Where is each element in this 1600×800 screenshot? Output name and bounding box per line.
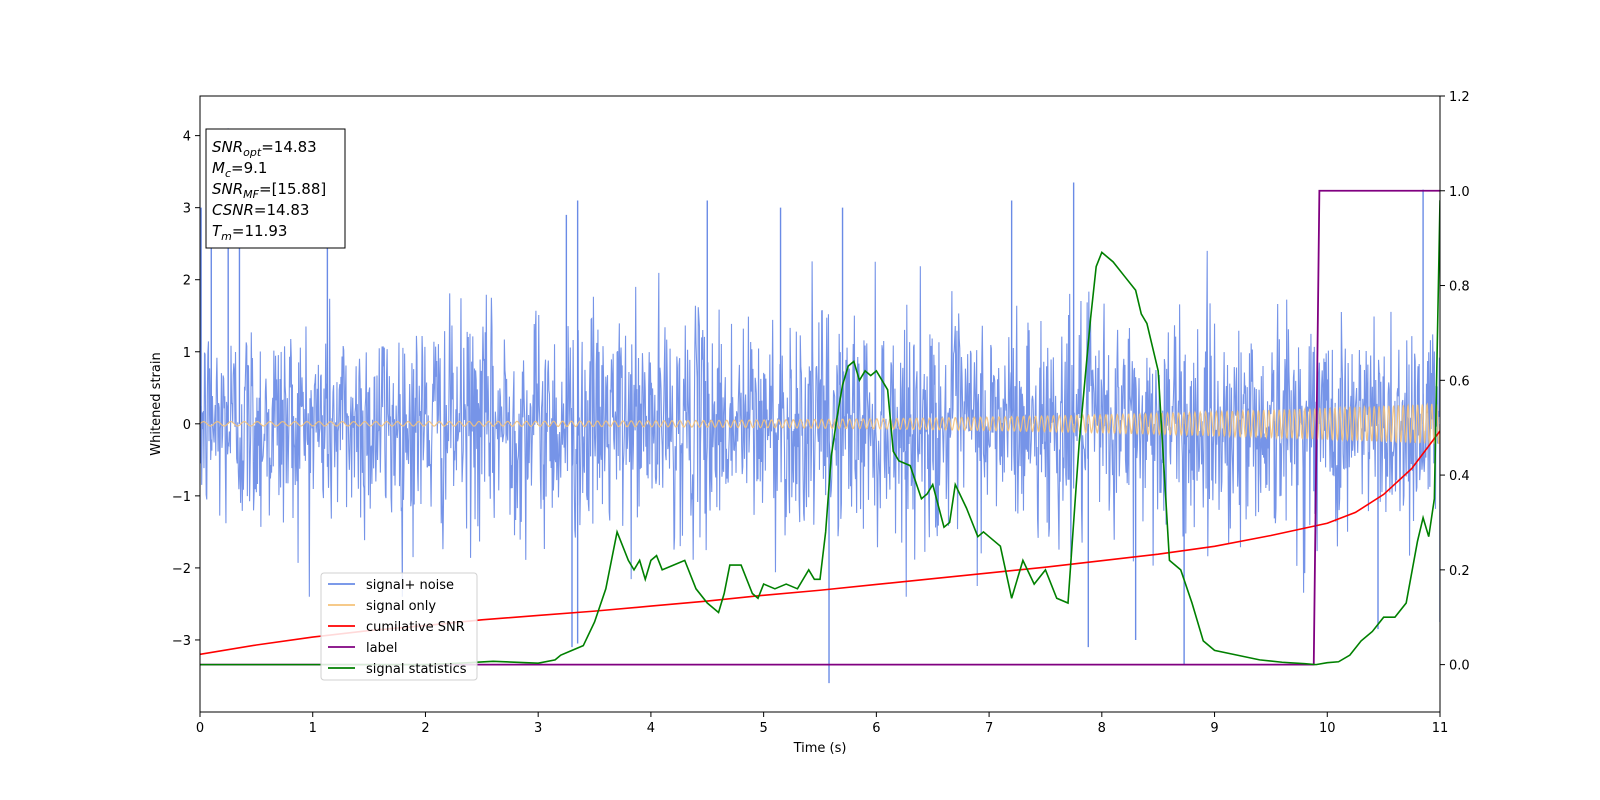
annotation-line: Mc=9.1 (212, 159, 267, 180)
x-tick-label: 7 (985, 721, 993, 736)
y-axis-right: 0.0 0.2 0.4 0.6 0.8 1.0 1.2 (1440, 90, 1470, 674)
plot-frame (199, 95, 1441, 713)
annotation-frame (205, 128, 346, 249)
x-tick-label: 10 (1319, 721, 1336, 736)
annotation-line: Tm=11.93 (212, 222, 287, 243)
x-tick-label: 5 (759, 721, 767, 736)
y2-tick-label: 0.4 (1449, 469, 1470, 484)
stats-annotation-box: SNRopt=14.83Mc=9.1SNRMF=[15.88]CSNR=14.8… (205, 128, 346, 249)
y-axis-left: −3 −2 −1 0 1 2 3 4 (172, 130, 200, 649)
annotation-line: SNRopt=14.83 (212, 138, 317, 159)
legend-frame (320, 572, 478, 681)
series-label (200, 189, 1440, 666)
y-tick-label: 4 (183, 130, 191, 145)
y2-tick-label: 0.0 (1449, 659, 1470, 674)
series-signal-statistics (200, 200, 1440, 666)
y2-tick-label: 0.8 (1449, 280, 1470, 295)
annotation-line: SNRMF=[15.88] (212, 180, 326, 201)
legend-entry: cumilative SNR (366, 620, 465, 635)
y-tick-label: −3 (172, 634, 191, 649)
y-tick-label: 0 (183, 418, 191, 433)
annotation-line: CSNR=14.83 (212, 201, 309, 219)
x-tick-label: 9 (1210, 721, 1218, 736)
legend-entry: label (366, 641, 397, 656)
y-tick-label: −1 (172, 490, 191, 505)
y-tick-label: −2 (172, 562, 191, 577)
x-axis-label: Time (s) (793, 741, 847, 756)
y-tick-label: 3 (183, 202, 191, 217)
legend-entry: signal only (366, 599, 436, 614)
x-tick-label: 4 (647, 721, 655, 736)
x-tick-label: 3 (534, 721, 542, 736)
y-tick-label: 2 (183, 274, 191, 289)
x-tick-label: 6 (872, 721, 880, 736)
y2-tick-label: 1.0 (1449, 185, 1470, 200)
x-tick-label: 0 (196, 721, 204, 736)
x-tick-label: 11 (1432, 721, 1449, 736)
legend-entry: signal statistics (366, 662, 467, 677)
y-axis-label: Whitened strain (149, 352, 164, 455)
y2-tick-label: 0.2 (1449, 564, 1470, 579)
y2-tick-label: 0.6 (1449, 374, 1470, 389)
x-axis: 0 1 2 3 4 5 6 7 8 9 10 11 (196, 712, 1448, 736)
x-tick-label: 8 (1098, 721, 1106, 736)
y2-tick-label: 1.2 (1449, 90, 1470, 105)
y-tick-label: 1 (183, 346, 191, 361)
x-tick-label: 2 (421, 721, 429, 736)
x-tick-label: 1 (309, 721, 317, 736)
series-signal-noise (200, 250, 1440, 597)
series-signal-only (200, 402, 1440, 446)
legend: signal+ noise signal only cumilative SNR la… (320, 572, 478, 681)
legend-entry: signal+ noise (366, 578, 454, 593)
